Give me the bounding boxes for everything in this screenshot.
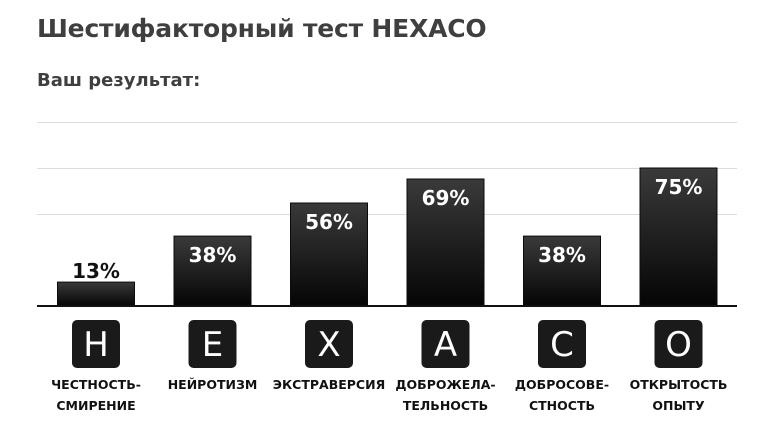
letter-e: E bbox=[202, 325, 223, 365]
value-label-o: 75% bbox=[655, 175, 703, 199]
bar-a bbox=[406, 178, 485, 307]
letter-h: H bbox=[83, 325, 109, 365]
grid-layer bbox=[37, 122, 737, 215]
value-label-x: 56% bbox=[305, 210, 353, 234]
page-title: Шестифакторный тест HEXACO bbox=[37, 14, 487, 43]
letter-box-h bbox=[72, 320, 120, 368]
result-label: Ваш результат: bbox=[37, 70, 201, 91]
letter-o: O bbox=[665, 325, 692, 365]
bar-x bbox=[290, 202, 368, 307]
letter-box-x bbox=[305, 320, 353, 368]
letter-box-a bbox=[421, 320, 470, 368]
bar-c bbox=[523, 235, 601, 307]
letter-box-o bbox=[654, 320, 703, 368]
category-label-h-line-1: ЧЕСТНОСТЬ- bbox=[51, 377, 141, 392]
category-label-a-line-2: ТЕЛЬНОСТЬ bbox=[403, 398, 488, 413]
bar-e bbox=[173, 235, 252, 307]
letter-a: A bbox=[434, 325, 457, 365]
category-label-c-line-2: СТНОСТЬ bbox=[529, 398, 595, 413]
category-label-x-line-1: ЭКСТРАВЕРСИЯ bbox=[273, 377, 385, 392]
letter-box-e bbox=[188, 320, 237, 368]
value-label-c: 38% bbox=[538, 243, 586, 267]
label-layer: 13% H ЧЕСТНОСТЬ- СМИРЕНИЕ 38% E НЕЙРОТИЗМ 56% XЭ… bbox=[37, 175, 737, 413]
letter-box-c bbox=[538, 320, 586, 368]
letter-c: C bbox=[550, 325, 574, 365]
bar-h bbox=[57, 281, 135, 307]
category-label-e-line-1: НЕЙРОТИЗМ bbox=[168, 377, 258, 392]
letter-x: X bbox=[317, 325, 340, 365]
value-label-h: 13% bbox=[72, 259, 120, 283]
category-label-o-line-2: ОПЫТУ bbox=[652, 398, 705, 413]
bar-o bbox=[639, 167, 718, 307]
value-label-a: 69% bbox=[422, 186, 470, 210]
category-label-a-line-1: ДОБРОЖЕЛА- bbox=[395, 377, 495, 392]
category-label-h-line-2: СМИРЕНИЕ bbox=[56, 398, 135, 413]
category-label-c-line-1: ДОБРОСОВЕ- bbox=[515, 377, 609, 392]
bar-layer bbox=[57, 167, 718, 307]
value-label-e: 38% bbox=[189, 243, 237, 267]
category-label-o-line-1: ОТКРЫТОСТЬ bbox=[630, 377, 728, 392]
